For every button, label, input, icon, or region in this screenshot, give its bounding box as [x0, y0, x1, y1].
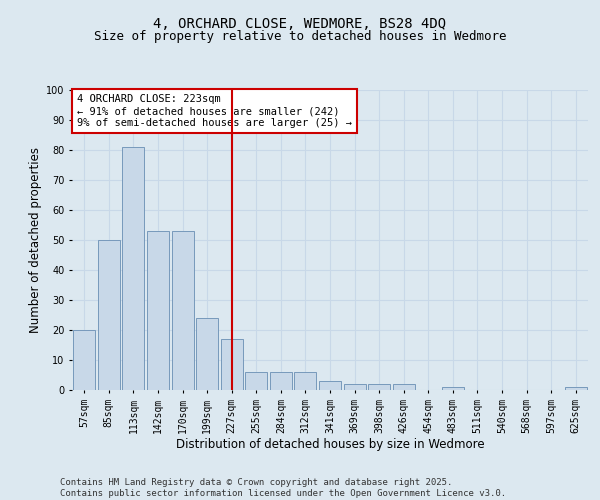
Bar — [565, 387, 587, 390]
Text: 4, ORCHARD CLOSE, WEDMORE, BS28 4DQ: 4, ORCHARD CLOSE, WEDMORE, BS28 4DQ — [154, 18, 446, 32]
Bar — [392, 384, 415, 390]
Bar — [245, 372, 268, 390]
Bar — [221, 339, 243, 390]
Bar — [319, 381, 341, 390]
Bar — [295, 372, 316, 390]
Text: Contains HM Land Registry data © Crown copyright and database right 2025.
Contai: Contains HM Land Registry data © Crown c… — [60, 478, 506, 498]
Bar — [73, 330, 95, 390]
Text: Size of property relative to detached houses in Wedmore: Size of property relative to detached ho… — [94, 30, 506, 43]
Bar — [172, 231, 194, 390]
Bar — [122, 147, 145, 390]
Bar — [368, 384, 390, 390]
Bar — [270, 372, 292, 390]
Bar — [442, 387, 464, 390]
Text: 4 ORCHARD CLOSE: 223sqm
← 91% of detached houses are smaller (242)
9% of semi-de: 4 ORCHARD CLOSE: 223sqm ← 91% of detache… — [77, 94, 352, 128]
Bar — [196, 318, 218, 390]
Bar — [344, 384, 365, 390]
X-axis label: Distribution of detached houses by size in Wedmore: Distribution of detached houses by size … — [176, 438, 484, 452]
Y-axis label: Number of detached properties: Number of detached properties — [29, 147, 42, 333]
Bar — [147, 231, 169, 390]
Bar — [98, 240, 120, 390]
